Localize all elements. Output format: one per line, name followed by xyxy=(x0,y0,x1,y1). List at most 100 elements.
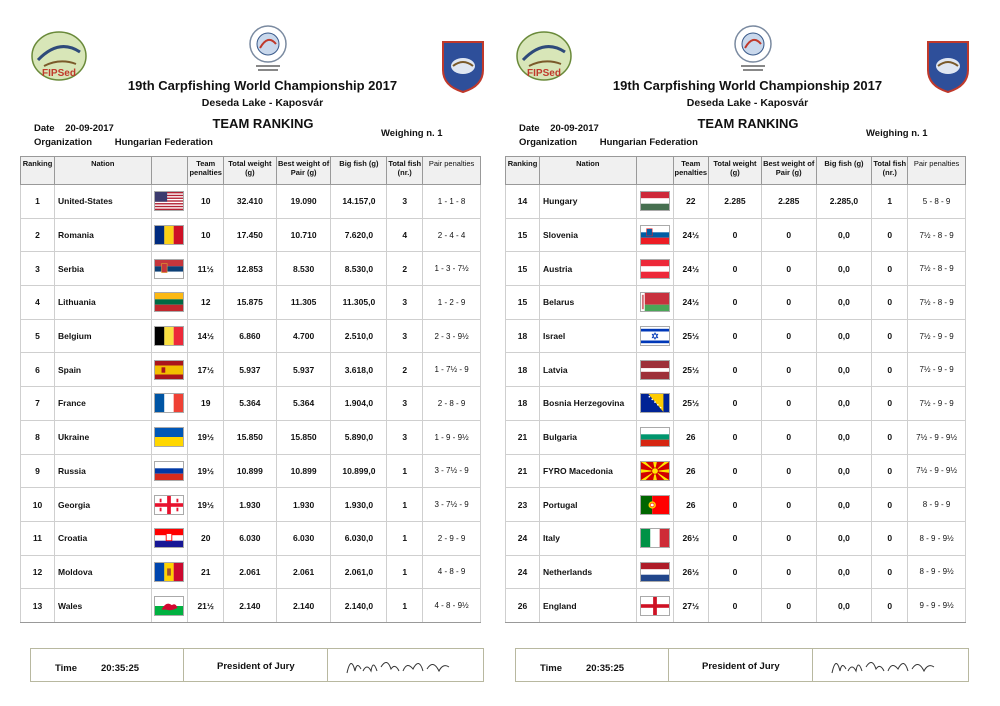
total-weight-cell: 0 xyxy=(708,352,762,388)
team-penalties-cell: 10 xyxy=(187,184,224,219)
footer-divider xyxy=(668,649,669,681)
best-pair-cell: 0 xyxy=(760,386,817,421)
rank-cell: 24 xyxy=(505,521,540,556)
nation-cell: United-States xyxy=(53,184,152,219)
rank-cell: 12 xyxy=(20,555,55,590)
big-fish-cell: 5.890,0 xyxy=(330,420,388,455)
pair-penalties-cell: 7½ - 8 - 9 xyxy=(907,251,966,287)
col-ranking: Ranking xyxy=(20,156,55,185)
nation-cell: Latvia xyxy=(538,352,637,388)
time-value: 20:35:25 xyxy=(586,663,625,674)
nation-cell: Netherlands xyxy=(538,555,637,590)
total-fish-cell: 0 xyxy=(871,454,909,489)
organization-value: Hungarian Federation xyxy=(599,137,698,148)
total-weight-cell: 1.930 xyxy=(222,487,277,522)
rank-cell: 18 xyxy=(505,319,540,354)
team-penalties-cell: 19½ xyxy=(187,487,224,522)
col-total-fish: Total fish (nr.) xyxy=(871,156,909,185)
rank-cell: 9 xyxy=(20,454,55,489)
nation-cell: Wales xyxy=(53,588,152,623)
team-penalties-cell: 19½ xyxy=(187,454,224,489)
col-ranking: Ranking xyxy=(505,156,540,185)
nation-cell: Romania xyxy=(53,218,152,253)
best-pair-cell: 6.030 xyxy=(275,521,332,556)
big-fish-cell: 11.305,0 xyxy=(330,285,388,320)
total-fish-cell: 2 xyxy=(386,251,424,287)
flag-cell xyxy=(150,555,189,590)
total-weight-cell: 5.937 xyxy=(222,352,277,388)
date-label: Date xyxy=(34,123,55,134)
pair-penalties-cell: 1 - 7½ - 9 xyxy=(422,352,481,388)
rank-cell: 15 xyxy=(505,251,540,287)
big-fish-cell: 7.620,0 xyxy=(330,218,388,253)
rank-cell: 10 xyxy=(20,487,55,522)
team-penalties-cell: 10 xyxy=(187,218,224,253)
total-weight-cell: 0 xyxy=(708,420,762,455)
pair-penalties-cell: 2 - 4 - 4 xyxy=(422,218,481,253)
date-row: Date 20-09-2017 xyxy=(34,123,114,134)
rank-cell: 4 xyxy=(20,285,55,320)
rank-cell: 13 xyxy=(20,588,55,623)
flag-israel-icon xyxy=(639,326,670,347)
big-fish-cell: 0,0 xyxy=(815,218,873,253)
team-penalties-cell: 22 xyxy=(672,184,710,219)
total-fish-cell: 3 xyxy=(386,420,424,455)
total-fish-cell: 0 xyxy=(871,487,909,522)
total-weight-cell: 10.899 xyxy=(222,454,277,489)
flag-russia-icon xyxy=(154,460,185,481)
best-pair-cell: 0 xyxy=(760,285,817,320)
best-pair-cell: 2.140 xyxy=(275,588,332,623)
total-fish-cell: 3 xyxy=(386,386,424,421)
col-big-fish: Big fish (g) xyxy=(815,156,873,185)
best-pair-cell: 0 xyxy=(760,319,817,354)
total-fish-cell: 3 xyxy=(386,184,424,219)
big-fish-cell: 0,0 xyxy=(815,386,873,421)
flag-netherlands-icon xyxy=(639,561,670,582)
flag-macedonia-icon xyxy=(639,460,670,481)
championship-emblem xyxy=(731,22,775,76)
total-fish-cell: 2 xyxy=(386,352,424,388)
pair-penalties-cell: 3 - 7½ - 9 xyxy=(422,487,481,522)
pair-penalties-cell: 8 - 9 - 9½ xyxy=(907,555,966,590)
big-fish-cell: 2.510,0 xyxy=(330,319,388,354)
team-penalties-cell: 24½ xyxy=(672,285,710,320)
championship-emblem xyxy=(246,22,290,76)
flag-italy-icon xyxy=(639,528,670,549)
nation-cell: Moldova xyxy=(53,555,152,590)
big-fish-cell: 0,0 xyxy=(815,319,873,354)
pair-penalties-cell: 2 - 3 - 9½ xyxy=(422,319,481,354)
page-title: 19th Carpfishing World Championship 2017 xyxy=(612,78,883,93)
footer-box: Time 20:35:25 President of Jury xyxy=(515,648,969,682)
total-weight-cell: 0 xyxy=(708,285,762,320)
pair-penalties-cell: 7½ - 9 - 9 xyxy=(907,319,966,354)
pair-penalties-cell: 7½ - 8 - 9 xyxy=(907,285,966,320)
team-penalties-cell: 21 xyxy=(187,555,224,590)
pair-penalties-cell: 2 - 8 - 9 xyxy=(422,386,481,421)
pair-penalties-cell: 1 - 9 - 9½ xyxy=(422,420,481,455)
big-fish-cell: 2.140,0 xyxy=(330,588,388,623)
col-best-pair-weight: Best weight of Pair (g) xyxy=(275,156,332,185)
total-fish-cell: 4 xyxy=(386,218,424,253)
flag-spain-icon xyxy=(154,359,185,380)
nation-cell: England xyxy=(538,588,637,623)
nation-cell: France xyxy=(53,386,152,421)
table-row: 24 Italy 26½ 0 0 0,0 0 8 - 9 - 9½ xyxy=(505,521,966,556)
total-fish-cell: 0 xyxy=(871,521,909,556)
table-row: 9 Russia 19½ 10.899 10.899 10.899,0 1 3 - 7½ - … xyxy=(20,454,481,489)
ranking-rows-left: 1 United-States 10 32.410 19.090 14.157,0 3 1 -… xyxy=(20,184,481,623)
fipsed-logo: FIPSed xyxy=(515,30,573,82)
best-pair-cell: 11.305 xyxy=(275,285,332,320)
table-row: 4 Lithuania 12 15.875 11.305 11.305,0 3 1 - 2 -… xyxy=(20,285,481,320)
organization-row: Organization Hungarian Federation xyxy=(519,137,698,148)
team-penalties-cell: 17½ xyxy=(187,352,224,388)
footer-divider xyxy=(183,649,184,681)
rank-cell: 21 xyxy=(505,420,540,455)
ranking-page-right: FIPSed 19th Carpfishing World Championsh… xyxy=(505,0,990,706)
big-fish-cell: 0,0 xyxy=(815,454,873,489)
pair-penalties-cell: 7½ - 8 - 9 xyxy=(907,218,966,253)
flag-cell xyxy=(635,588,674,623)
table-row: 6 Spain 17½ 5.937 5.937 3.618,0 2 1 - 7½ - 9 xyxy=(20,352,481,388)
big-fish-cell: 0,0 xyxy=(815,487,873,522)
best-pair-cell: 2.061 xyxy=(275,555,332,590)
pair-penalties-cell: 3 - 7½ - 9 xyxy=(422,454,481,489)
